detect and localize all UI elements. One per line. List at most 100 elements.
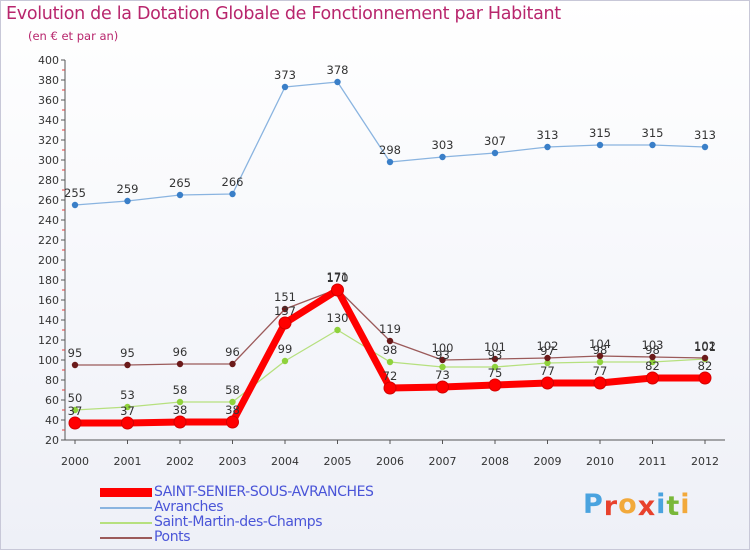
data-point — [649, 358, 656, 366]
data-label: 151 — [274, 290, 296, 304]
data-label: 98 — [383, 343, 398, 357]
data-point — [491, 363, 499, 371]
chart-subtitle: (en € et par an) — [28, 29, 119, 43]
data-label: 95 — [120, 346, 135, 360]
logo-letter: P — [583, 489, 604, 520]
y-tick-label: 300 — [38, 154, 59, 167]
y-tick-label: 140 — [38, 314, 59, 327]
data-point — [698, 371, 712, 385]
y-tick-label: 340 — [38, 114, 59, 127]
legend-label: Avranches — [154, 499, 224, 515]
x-tick-label: 2012 — [691, 455, 719, 468]
data-point — [229, 360, 236, 368]
logo-letter: r — [603, 491, 619, 522]
data-label: 101 — [484, 340, 506, 354]
data-point — [439, 363, 446, 371]
y-tick-label: 20 — [45, 434, 59, 447]
data-label: 93 — [435, 348, 450, 362]
y-tick-label: 220 — [38, 234, 59, 247]
logo-letter: i — [656, 489, 667, 520]
x-tick-label: 2003 — [219, 455, 247, 468]
logo-letter: o — [618, 489, 638, 520]
data-point — [439, 356, 446, 364]
data-point — [593, 376, 607, 390]
data-label: 53 — [120, 388, 135, 402]
y-tick-label: 180 — [38, 274, 59, 287]
data-point — [173, 415, 187, 429]
data-label: 101 — [694, 340, 716, 354]
data-point — [124, 197, 131, 205]
data-point — [596, 141, 604, 149]
data-label: 373 — [274, 68, 296, 82]
data-point — [596, 352, 604, 360]
data-point — [334, 78, 341, 86]
x-tick-label: 2002 — [166, 455, 194, 468]
data-label: 103 — [642, 338, 664, 352]
data-point — [436, 380, 449, 394]
y-tick-label: 360 — [38, 94, 59, 107]
data-point — [596, 358, 604, 366]
data-label: 72 — [383, 369, 398, 383]
data-point — [544, 359, 551, 367]
legend-swatch — [100, 507, 152, 509]
x-tick-label: 2004 — [271, 455, 299, 468]
data-label: 255 — [64, 186, 86, 200]
data-point — [281, 83, 289, 91]
data-label: 98 — [645, 343, 660, 357]
data-label: 266 — [222, 175, 244, 189]
data-label: 170 — [327, 271, 349, 285]
data-point — [544, 354, 551, 362]
data-point — [71, 406, 79, 414]
data-label: 37 — [68, 404, 83, 418]
data-point — [439, 153, 446, 161]
data-label: 99 — [278, 342, 293, 356]
legend-label: SAINT-SENIER-SOUS-AVRANCHES — [154, 484, 374, 500]
y-tick-label: 120 — [38, 334, 59, 347]
data-point — [649, 141, 656, 149]
data-point — [491, 149, 499, 157]
y-tick-label: 80 — [45, 374, 59, 387]
data-point — [281, 305, 289, 313]
x-tick-label: 2009 — [534, 455, 562, 468]
data-point — [386, 358, 394, 366]
data-label: 50 — [68, 391, 83, 405]
data-label: 171 — [327, 270, 349, 284]
data-point — [68, 416, 82, 430]
data-label: 38 — [225, 403, 240, 417]
data-point — [121, 416, 134, 430]
data-point — [334, 326, 341, 334]
y-tick-label: 60 — [45, 394, 59, 407]
y-tick-label: 200 — [38, 254, 59, 267]
chart-axes: 20 40 60 80 100 120 140 160 180 200 220 240 260 280 30… — [38, 54, 725, 468]
data-label: 37 — [120, 404, 135, 418]
legend-swatch — [100, 522, 152, 524]
data-label: 82 — [645, 359, 660, 373]
data-label: 137 — [274, 304, 296, 318]
logo-letter: i — [680, 489, 691, 520]
data-label: 104 — [589, 337, 611, 351]
data-label: 102 — [537, 339, 559, 353]
data-label: 38 — [173, 403, 188, 417]
data-point — [386, 158, 394, 166]
y-tick-label: 240 — [38, 214, 59, 227]
x-tick-label: 2001 — [114, 455, 142, 468]
data-point — [124, 361, 131, 369]
x-tick-label: 2006 — [376, 455, 404, 468]
chart-series-points — [68, 78, 712, 430]
x-tick-label: 2007 — [429, 455, 457, 468]
x-tick-label: 2000 — [61, 455, 89, 468]
data-label: 315 — [642, 126, 664, 140]
data-label: 130 — [327, 311, 349, 325]
chart-title: Evolution de la Dotation Globale de Fonc… — [6, 4, 561, 24]
legend-swatch — [100, 488, 152, 497]
data-point — [71, 201, 79, 209]
x-tick-label: 2010 — [586, 455, 614, 468]
data-point — [383, 381, 397, 395]
data-point — [278, 316, 292, 330]
data-point — [488, 378, 502, 392]
y-tick-label: 280 — [38, 174, 59, 187]
data-label: 378 — [327, 63, 349, 77]
data-point — [71, 361, 79, 369]
